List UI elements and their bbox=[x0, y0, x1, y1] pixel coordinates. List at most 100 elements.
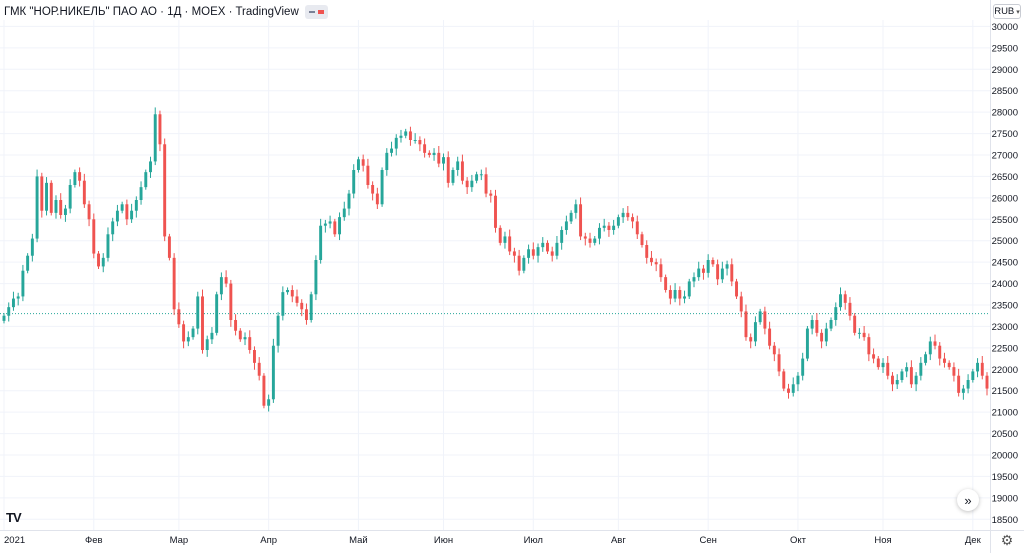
candle-body bbox=[971, 371, 975, 380]
candle-body bbox=[304, 309, 308, 320]
candle-body bbox=[583, 236, 587, 239]
candle-body bbox=[678, 290, 682, 299]
candle-body bbox=[772, 345, 776, 355]
symbol-title[interactable]: ГМК "НОР.НИКЕЛЬ" ПАО АО · 1Д · MOEX · Tr… bbox=[4, 6, 299, 18]
candle-body bbox=[319, 225, 323, 260]
candle-body bbox=[867, 337, 871, 355]
candle-body bbox=[834, 307, 838, 320]
price-tick-label: 24000 bbox=[992, 279, 1018, 290]
price-tick-label: 26000 bbox=[992, 193, 1018, 204]
candle-body bbox=[201, 296, 204, 350]
candle-body bbox=[763, 311, 767, 329]
candle-body bbox=[26, 255, 30, 271]
candle-body bbox=[234, 320, 238, 331]
candle-body bbox=[78, 172, 82, 181]
candle-body bbox=[640, 234, 644, 245]
chevron-down-icon: ▾ bbox=[1016, 8, 1020, 16]
candle-body bbox=[49, 182, 53, 213]
candle-body bbox=[172, 257, 176, 310]
candle-body bbox=[375, 193, 379, 205]
candle-body bbox=[791, 384, 795, 393]
candle-body bbox=[905, 367, 909, 372]
candle-body bbox=[820, 332, 824, 342]
price-tick-label: 23500 bbox=[992, 301, 1018, 312]
candle-body bbox=[196, 296, 200, 329]
candle-body bbox=[966, 380, 970, 389]
price-tick-label: 21500 bbox=[992, 386, 1018, 397]
candle-body bbox=[300, 302, 304, 310]
candle-body bbox=[716, 264, 720, 280]
candle-body bbox=[943, 358, 946, 363]
candle-body bbox=[149, 161, 152, 173]
candle-body bbox=[290, 290, 294, 297]
candle-body bbox=[442, 157, 445, 164]
candle-body bbox=[470, 180, 474, 188]
candle-body bbox=[607, 225, 611, 230]
candle-body bbox=[153, 114, 157, 162]
candle-body bbox=[271, 345, 275, 400]
candle-body bbox=[451, 170, 455, 183]
currency-selector[interactable]: RUB ▾ bbox=[993, 4, 1021, 19]
candle-body bbox=[2, 315, 6, 321]
candle-body bbox=[692, 277, 696, 282]
scroll-to-realtime-button[interactable]: » bbox=[957, 489, 979, 511]
candle-body bbox=[404, 131, 408, 136]
candle-body bbox=[697, 268, 701, 278]
price-tick-label: 19000 bbox=[992, 493, 1018, 504]
candle-body bbox=[550, 251, 554, 256]
candle-body bbox=[115, 210, 119, 222]
candle-body bbox=[63, 208, 67, 215]
candle-body bbox=[456, 161, 460, 170]
candle-body bbox=[45, 182, 48, 211]
candle-body bbox=[309, 294, 313, 320]
candle-body bbox=[853, 315, 857, 333]
price-tick-label: 20500 bbox=[992, 429, 1018, 440]
candle-body bbox=[347, 193, 351, 209]
candle-body bbox=[928, 341, 932, 355]
price-axis: 18500 19000 19500 20000 20500 21000 21500 22000… bbox=[992, 22, 1018, 526]
candle-body bbox=[787, 388, 790, 393]
time-axis: 2021 Фев Мар Апр Май Июн Июл Авг Сен Окт Ноя Дек bbox=[4, 535, 982, 546]
price-axis-separator bbox=[990, 0, 991, 553]
candle-body bbox=[257, 362, 261, 376]
candle-body bbox=[215, 294, 219, 333]
price-tick-label: 28500 bbox=[992, 86, 1018, 97]
candle-body bbox=[626, 212, 630, 218]
candle-body bbox=[749, 337, 753, 342]
candle-body bbox=[229, 283, 233, 320]
candle-body bbox=[205, 339, 209, 350]
candle-body bbox=[186, 337, 190, 342]
candle-body bbox=[314, 260, 318, 295]
chevron-double-right-icon: » bbox=[964, 492, 972, 508]
time-tick-label: Окт bbox=[790, 535, 807, 546]
candle-body bbox=[498, 227, 502, 243]
candle-body bbox=[957, 375, 961, 393]
time-tick-label: Фев bbox=[85, 535, 103, 546]
indicator-toggle-icon[interactable] bbox=[304, 5, 328, 19]
candle-body bbox=[664, 277, 668, 290]
candle-body bbox=[11, 298, 15, 308]
tradingview-logo-icon[interactable]: TV bbox=[6, 510, 22, 525]
price-tick-label: 28000 bbox=[992, 108, 1018, 119]
candle-body bbox=[527, 249, 531, 258]
time-tick-label: Дек bbox=[965, 535, 982, 546]
candle-body bbox=[857, 332, 861, 334]
candle-body bbox=[654, 262, 658, 265]
candle-body bbox=[645, 245, 649, 258]
price-tick-label: 22500 bbox=[992, 343, 1018, 354]
candle-body bbox=[810, 320, 814, 329]
gear-icon[interactable]: ⚙ bbox=[1000, 531, 1014, 548]
candle-body bbox=[120, 204, 124, 211]
candle-body bbox=[16, 296, 20, 299]
candle-body bbox=[385, 152, 389, 170]
candle-body bbox=[427, 152, 431, 155]
candle-body bbox=[371, 185, 375, 194]
candle-body bbox=[546, 242, 549, 252]
candle-body bbox=[338, 217, 342, 235]
price-tick-label: 29000 bbox=[992, 65, 1018, 76]
candle-body bbox=[191, 328, 195, 338]
candle-body bbox=[744, 311, 748, 338]
candle-body bbox=[569, 212, 573, 222]
candle-body bbox=[952, 367, 956, 376]
